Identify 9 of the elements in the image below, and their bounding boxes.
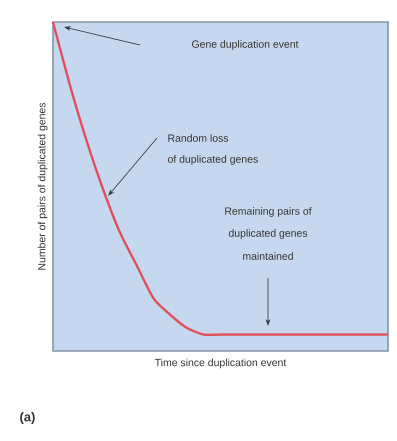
annotation: Gene duplication event [192, 40, 298, 50]
y-axis-title: Number of pairs of duplicated genes [38, 102, 48, 270]
text: (a) [20, 412, 35, 424]
x-axis-title: Time since duplication event [154, 358, 286, 368]
annotation: duplicated genes [228, 229, 308, 239]
annotation: Random loss [168, 134, 228, 142]
annotation: Remaining pairs of [225, 207, 312, 217]
annotation: maintained [243, 252, 293, 260]
annotation: of duplicated genes [168, 155, 258, 165]
